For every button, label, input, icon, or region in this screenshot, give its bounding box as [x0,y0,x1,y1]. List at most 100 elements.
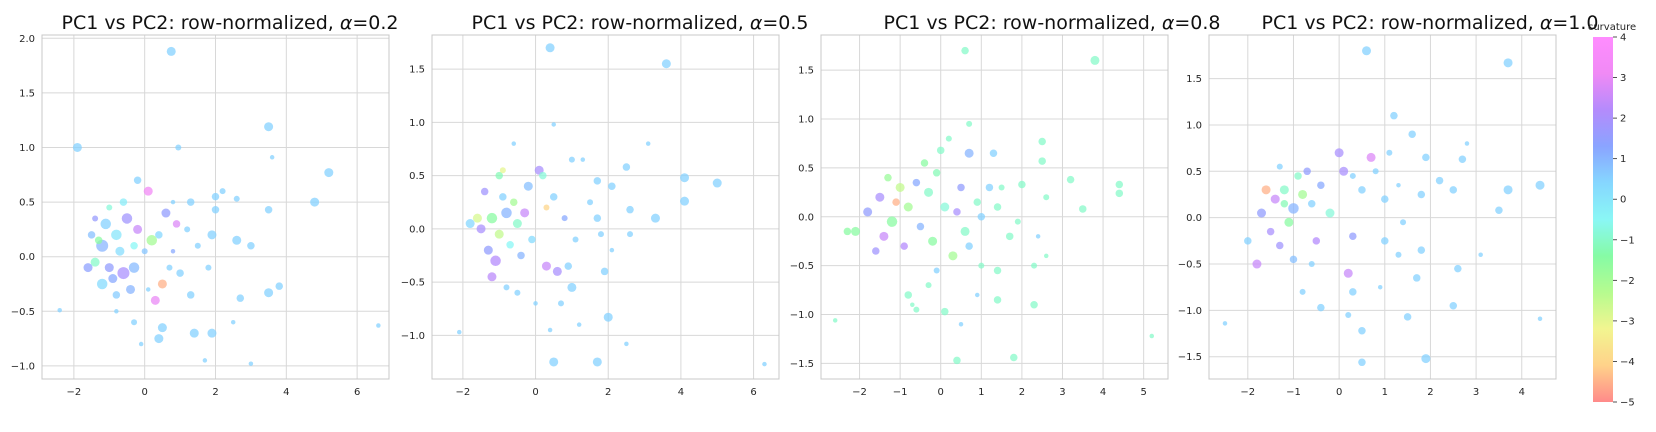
scatter-point [1066,175,1075,184]
scatter-point [1395,251,1402,258]
scatter-point [1381,237,1389,245]
x-tick-label: 4 [1519,387,1525,398]
scatter-point [561,215,568,222]
scatter-point [913,306,920,313]
x-tick-label: −1 [893,387,908,398]
scatter-point [189,328,199,338]
scatter-point [1403,313,1412,321]
scatter-point [1458,155,1467,163]
scatter-point [916,222,925,231]
scatter-point [933,267,940,274]
scatter-point [90,257,100,267]
scatter-point [476,224,486,234]
panel-2: PC1 vs PC2: row-normalized, α=0.5 −2 0 2 4 6… [401,12,809,398]
panel-4: PC1 vs PC2: row-normalized, α=1.0 −2 −1 0 1… [1178,12,1599,398]
scatter-point [157,323,167,333]
scatter-point [517,251,525,260]
scatter-point [884,173,892,182]
scatter-point [264,205,273,214]
scatter-point [1307,200,1316,208]
x-tick-label: 2 [1019,387,1025,398]
scatter-point [572,236,579,243]
scatter-point [1349,288,1357,296]
scatter-point [892,198,900,206]
scatter-point [863,207,873,217]
scatter-point [545,43,555,53]
scatter-point [269,155,275,160]
scatter-point [264,122,274,132]
scatter-point [131,319,138,326]
scatter-point [1334,148,1344,158]
scatter-point [472,213,482,223]
scatter-point [879,231,889,241]
scatter-point [557,300,564,307]
scatter-point [597,231,604,238]
scatter-point [264,288,274,298]
panel-4-title: PC1 vs PC2: row-normalized, α=1.0 [1261,12,1598,34]
scatter-point [1449,186,1458,194]
scatter-point [523,181,533,191]
scatter-point [138,341,144,347]
scatter-point [1408,130,1416,138]
scatter-point [936,146,945,155]
scatter-point [155,231,163,239]
scatter-point [940,202,950,212]
scatter-point [207,328,217,338]
x-tick-label: −2 [66,387,81,398]
scatter-point [1345,312,1352,319]
x-tick-label: 2 [212,387,218,398]
scatter-point [1317,303,1325,312]
scatter-point [114,309,119,314]
scatter-point [100,218,111,230]
scatter-point [928,236,938,246]
y-tick-label: 1.0 [19,143,35,154]
scatter-point [624,341,629,347]
scatter-point [275,282,283,290]
colorbar-tick-label: 3 [1620,73,1626,84]
y-tick-label: 0.5 [409,171,425,182]
scatter-point [539,171,547,180]
scatter-point [512,219,522,229]
scatter-point [248,361,254,366]
scatter-point [236,294,245,302]
scatter-point [211,192,220,201]
scatter-point [503,284,510,291]
scatter-point [650,213,660,223]
scatter-point [945,135,952,142]
scatter-point [96,278,108,290]
scatter-point [712,178,722,188]
scatter-point [1284,217,1294,227]
x-tick-label: 0 [938,387,944,398]
scatter-point [490,255,501,267]
scatter-point [925,282,932,289]
axes-frame [1208,34,1557,380]
scatter-point [1435,176,1444,185]
scatter-point [72,142,82,152]
scatter-point [958,322,964,327]
scatter-point [543,204,550,211]
scatter-point [514,289,521,296]
scatter-point [978,262,985,269]
scatter-point [904,291,913,299]
colorbar-tick-label: −5 [1620,398,1635,409]
scatter-point [126,284,136,294]
scatter-point [622,163,631,171]
scatter-point [94,236,103,245]
y-tick-label: −1.5 [1178,352,1202,363]
scatter-point [948,251,958,261]
scatter-point [175,144,182,151]
scatter-point [1464,141,1470,146]
scatter-point [1018,180,1026,189]
panel-2-title: PC1 vs PC2: row-normalized, α=0.5 [471,12,808,34]
scatter-point [1417,246,1426,254]
y-tick-label: 1.5 [409,65,425,76]
scatter-point [83,263,93,273]
scatter-point [202,358,208,363]
scatter-point [895,182,905,192]
colorbar-tick-label: −2 [1620,276,1635,287]
scatter-point [993,266,1002,275]
scatter-point [924,187,934,197]
y-tick-label: 0.0 [19,252,35,263]
y-tick-label: −1.0 [790,310,814,321]
scatter-point [494,229,504,239]
